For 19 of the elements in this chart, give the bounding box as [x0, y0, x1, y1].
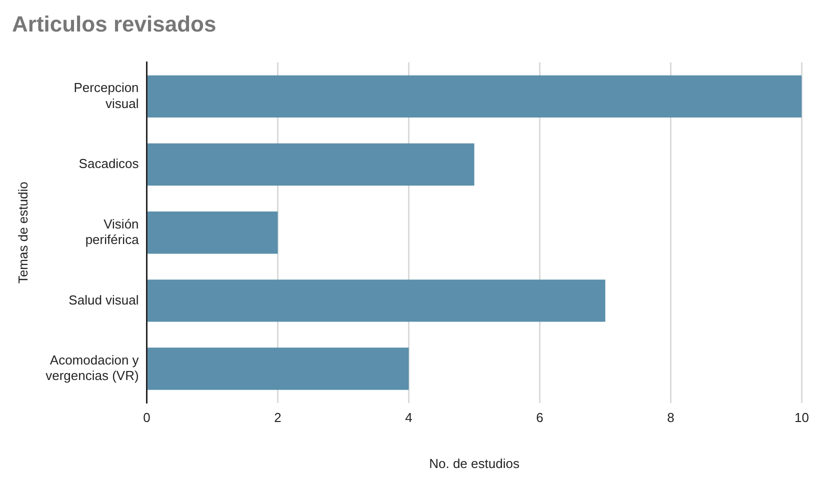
chart-title: Articulos revisados	[12, 11, 216, 36]
bar	[148, 75, 802, 118]
bar	[148, 143, 474, 186]
bar	[148, 280, 606, 322]
y-axis-title: Temas de estudio	[15, 182, 30, 284]
y-tick-label: Visión periférica	[85, 216, 140, 247]
x-tick-label: 8	[667, 410, 674, 426]
x-tick-label: 10	[794, 410, 810, 426]
y-tick-label: Salud visual	[68, 292, 139, 308]
x-axis-title: No. de estudios	[429, 456, 520, 471]
x-tick-label: 0	[143, 410, 150, 426]
bar	[148, 348, 409, 390]
y-tick-label: Sacadicos	[78, 156, 140, 172]
x-tick-label: 2	[274, 410, 282, 426]
x-tick-label: 4	[405, 410, 412, 426]
y-tick-label: Acomodacion y vergencias (VR)	[46, 352, 140, 384]
bar	[148, 211, 278, 254]
y-tick-label: Percepcion visual	[74, 80, 139, 111]
x-tick-label: 6	[536, 410, 544, 426]
